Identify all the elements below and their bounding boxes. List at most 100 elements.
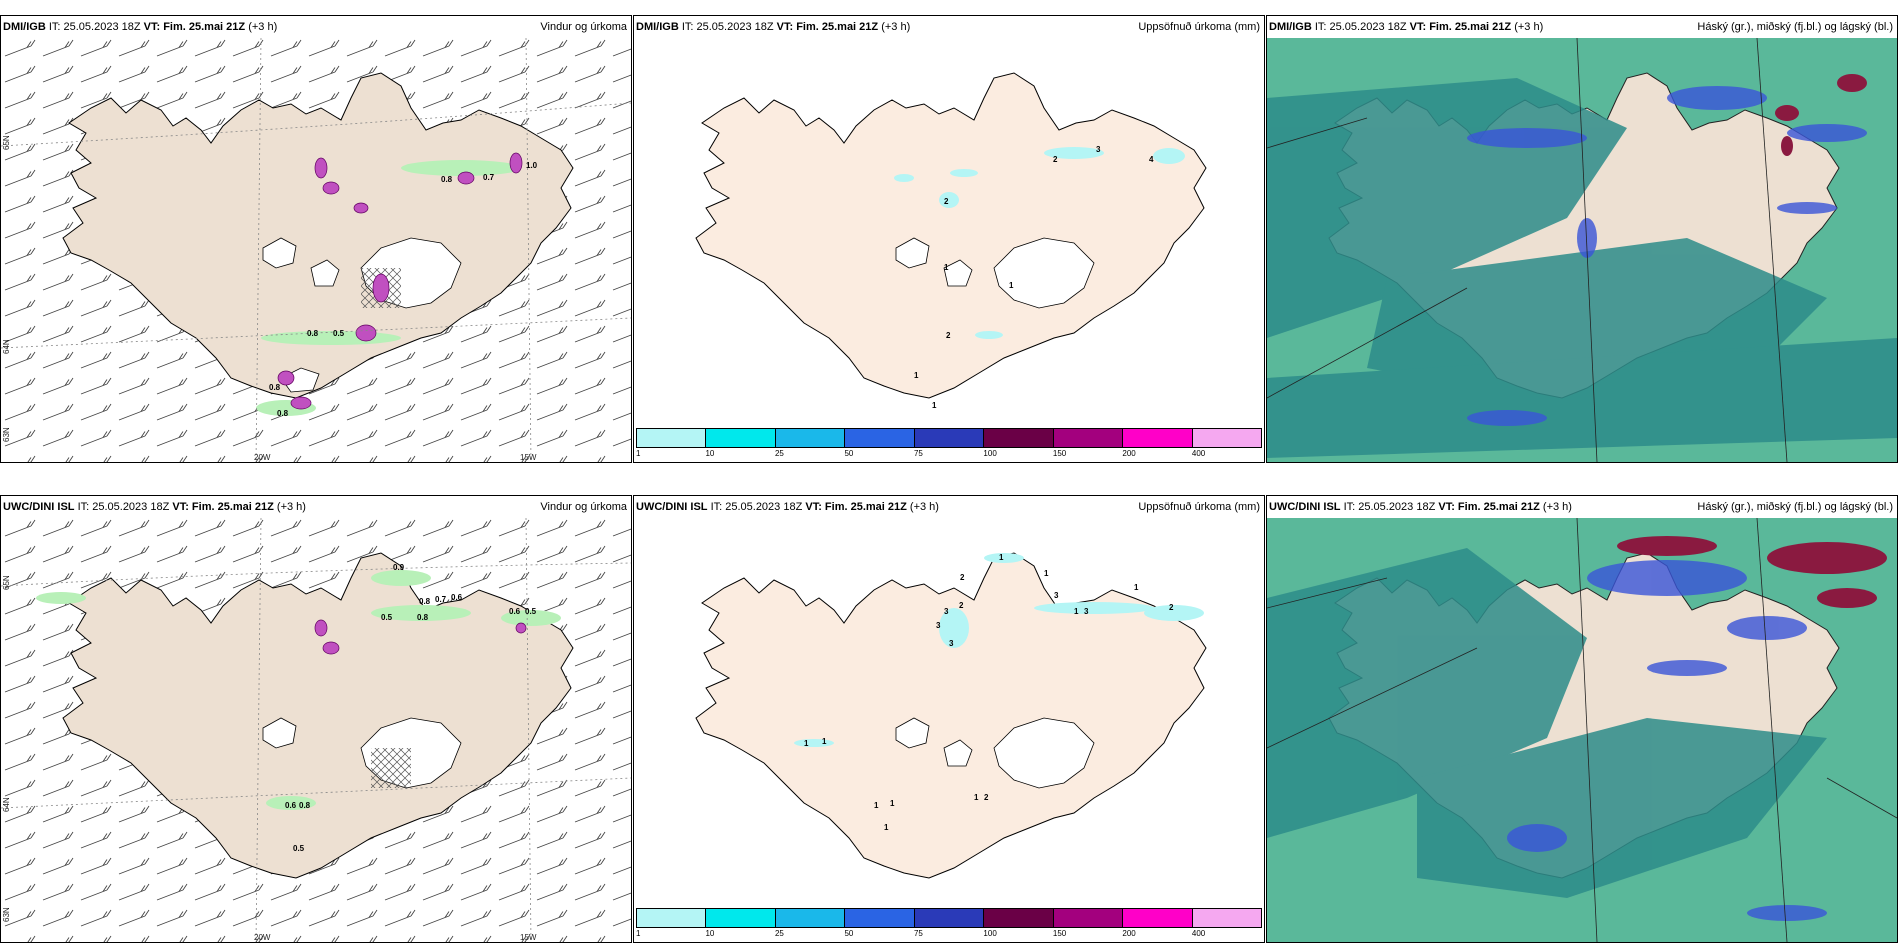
vatnajokull: [993, 237, 1095, 309]
colorbar-tick: 400: [1191, 929, 1206, 938]
colorbar-bin: [1192, 909, 1261, 927]
hofsjokull: [310, 259, 340, 287]
panel-header: DMI/IGB IT: 25.05.2023 18Z VT: Fim. 25.m…: [1, 16, 631, 38]
valid-prefix: VT:: [143, 21, 161, 33]
graticule: [1, 38, 631, 462]
colorbar-tick: 150: [1052, 449, 1067, 458]
iceland-land: [62, 72, 574, 399]
colorbar-bin: [775, 429, 846, 447]
colorbar-tick: 25: [774, 929, 784, 938]
precip-areas: [36, 570, 561, 810]
precip-label: 0.5: [293, 844, 305, 853]
lat-label: 63N: [2, 907, 11, 922]
precip-label: 0.8: [419, 597, 431, 606]
panel-dmi-wind: DMI/IGB IT: 25.05.2023 18Z VT: Fim. 25.m…: [0, 15, 632, 463]
precip-label: 2: [1169, 603, 1174, 612]
precip-label: 0.5: [525, 607, 537, 616]
colorbar-tick: 200: [1122, 929, 1136, 938]
colorbar-tick: 100: [983, 449, 997, 458]
panel-title: Uppsöfnuð úrkoma (mm): [1138, 501, 1260, 513]
valid-prefix: VT:: [172, 501, 189, 513]
valid-time: Fim. 25.mai 21Z: [824, 501, 907, 513]
colorbar-ticks: 1 10 25 50 75 100 150 200 400: [636, 449, 1262, 461]
panel-title: Uppsöfnuð úrkoma (mm): [1138, 21, 1260, 33]
precip-label: 2: [960, 573, 965, 582]
precip-label: 1: [804, 739, 809, 748]
precip-label: 1: [914, 371, 919, 380]
init-time: IT: 25.05.2023 18Z: [681, 21, 774, 33]
lon-label: 20W: [254, 933, 271, 942]
precip-label: 1: [999, 553, 1004, 562]
panel-dmi-precip: DMI/IGB IT: 25.05.2023 18Z VT: Fim. 25.m…: [633, 15, 1265, 463]
precip-label: 3: [1096, 145, 1101, 154]
precip-label: 3: [949, 639, 954, 648]
lead-time: (+3 h): [276, 501, 306, 513]
colorbar-tick: 50: [844, 449, 854, 458]
lead-time: (+3 h): [248, 21, 278, 33]
model-name: UWC/DINI ISL: [1269, 501, 1341, 513]
vatnajokull: [993, 717, 1095, 789]
panel-uwc-precip: UWC/DINI ISL IT: 25.05.2023 18Z VT: Fim.…: [633, 495, 1265, 943]
precip-label: 3: [1054, 591, 1059, 600]
precip-label: 0.6: [451, 593, 463, 602]
colorbar-bin: [706, 909, 776, 927]
precip-label: 0.6: [285, 801, 297, 810]
lon-label: 15W: [520, 453, 537, 462]
precip-label: 1: [890, 799, 895, 808]
precip-label: 2: [946, 331, 951, 340]
langjokull: [262, 717, 297, 749]
precip-label: 3: [944, 607, 949, 616]
colorbar-tick: 200: [1122, 449, 1136, 458]
high-cloud: [1617, 536, 1887, 608]
lead-time: (+3 h): [881, 21, 911, 33]
precip-label: 2: [1053, 155, 1058, 164]
colorbar-bin: [845, 909, 915, 927]
precip-label: 1: [1134, 583, 1139, 592]
colorbar: [636, 428, 1262, 448]
colorbar-bin: [1123, 909, 1193, 927]
precip-cells: [277, 152, 523, 410]
graticule: [1, 518, 631, 942]
precip-label: 1: [822, 737, 827, 746]
panel-dmi-clouds: DMI/IGB IT: 25.05.2023 18Z VT: Fim. 25.m…: [1266, 15, 1898, 463]
precip-label: 3: [1084, 607, 1089, 616]
colorbar-tick: 75: [913, 449, 923, 458]
precip-label: 1: [974, 793, 979, 802]
model-name: UWC/DINI ISL: [3, 501, 75, 513]
precip-label: 1: [944, 263, 949, 272]
panel-header: UWC/DINI ISL IT: 25.05.2023 18Z VT: Fim.…: [1267, 496, 1897, 518]
valid-time: Fim. 25.mai 21Z: [163, 21, 246, 33]
lon-label: 20W: [254, 453, 271, 462]
valid-time: Fim. 25.mai 21Z: [1429, 21, 1512, 33]
langjokull: [262, 237, 297, 269]
hatched-area: [371, 748, 411, 788]
valid-time: Fim. 25.mai 21Z: [796, 21, 879, 33]
init-time: IT: 25.05.2023 18Z: [1314, 21, 1407, 33]
colorbar-bin: [775, 909, 846, 927]
lead-time: (+3 h): [1542, 501, 1572, 513]
colorbar-tick: 10: [705, 449, 715, 458]
wind-precip-map: 20W 15W 65N 64N 63N 0.8 0.5 1.0 0.8 0.7 …: [1, 38, 631, 462]
langjokull: [895, 237, 930, 269]
precip-areas: [794, 553, 1204, 747]
colorbar-bin: [914, 429, 985, 447]
valid-prefix: VT:: [1409, 21, 1427, 33]
precip-area: [401, 160, 521, 176]
valid-prefix: VT:: [1438, 501, 1455, 513]
accum-precip-map: 1 2 3 2 3 3 1 3 1 2 1 3 1 1 1 1 2 1 1: [695, 552, 1207, 879]
panel-title: Háský (gr.), miðský (fj.bl.) og lágský (…: [1697, 501, 1893, 513]
colorbar-bin: [637, 429, 707, 447]
low-cloud: [1267, 78, 1897, 458]
precip-label: 0.6: [509, 607, 521, 616]
colorbar-tick: 10: [705, 929, 715, 938]
model-name: DMI/IGB: [3, 21, 46, 33]
colorbar-tick: 50: [844, 929, 854, 938]
colorbar-tick: 1: [636, 449, 641, 458]
lon-label: 15W: [520, 933, 537, 942]
boundaries: [1267, 518, 1897, 942]
precip-label: 0.8: [269, 383, 281, 392]
precip-label: 0.9: [393, 563, 405, 572]
precip-label: 1: [932, 401, 937, 410]
precip-label: 1: [1044, 569, 1049, 578]
colorbar-bin: [637, 909, 707, 927]
